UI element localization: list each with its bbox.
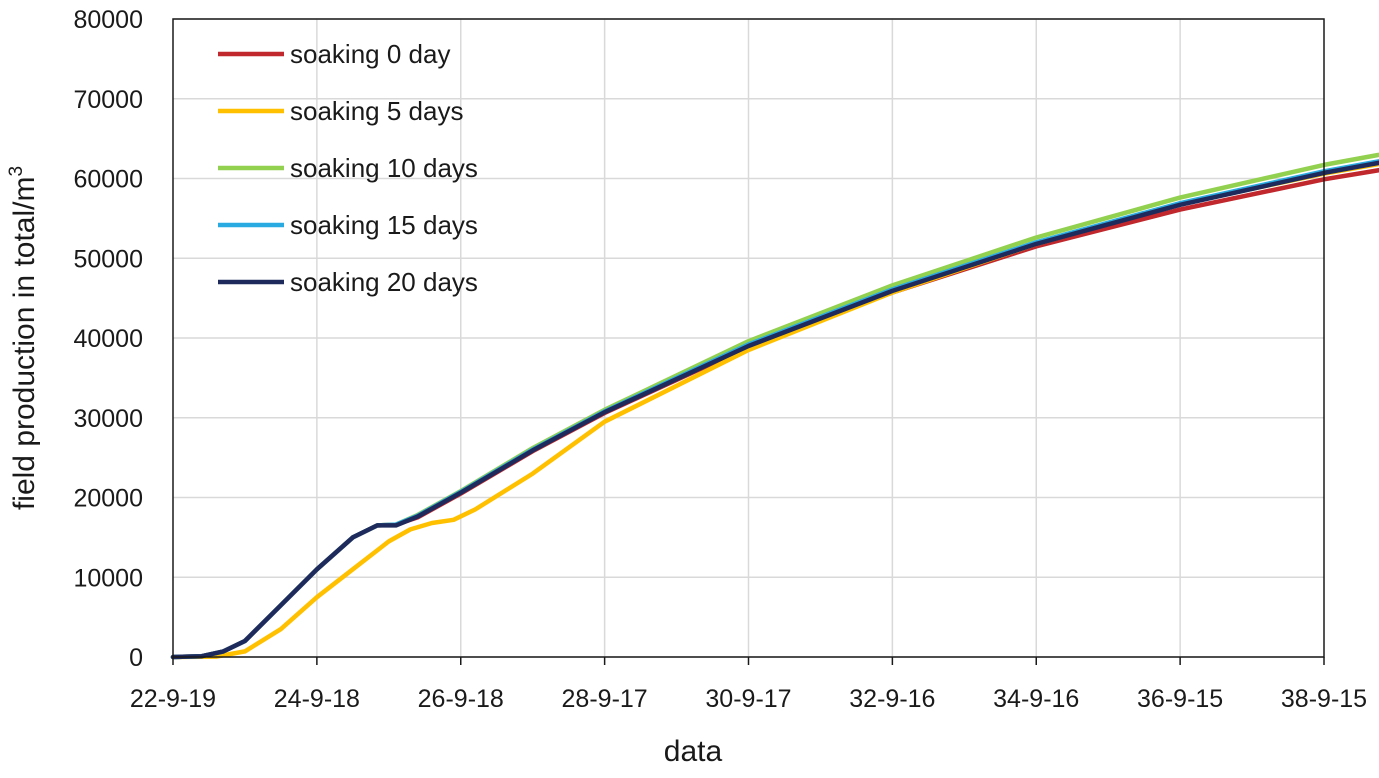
x-axis-title: data: [664, 735, 723, 768]
x-axis-ticks: 22-9-19 24-9-18 26-9-18 28-9-17 30-9-17 32-9-…: [130, 657, 1367, 713]
legend: soaking 0 day soaking 5 days soaking 10 da…: [218, 39, 478, 297]
legend-label-4: soaking 20 days: [290, 267, 478, 297]
y-axis-ticks: 0 10000 20000 30000 40000 50000 60000 70000 8000…: [73, 6, 143, 672]
legend-label-2: soaking 10 days: [290, 153, 478, 183]
y-axis-title-main: field production in total/m: [8, 177, 41, 511]
legend-label-3: soaking 15 days: [290, 210, 478, 240]
gridlines: [173, 18, 1324, 658]
y-tick-label: 30000: [73, 405, 143, 433]
legend-label-0: soaking 0 day: [290, 39, 450, 69]
x-tick-label: 30-9-17: [705, 685, 791, 713]
legend-label-1: soaking 5 days: [290, 96, 463, 126]
x-tick-label: 38-9-15: [1281, 685, 1367, 713]
x-tick-label: 34-9-16: [993, 685, 1079, 713]
y-tick-label: 60000: [73, 166, 143, 194]
x-tick-label: 28-9-17: [562, 685, 648, 713]
y-tick-label: 20000: [73, 485, 143, 513]
series-lines: [170, 152, 1379, 660]
y-axis-title-superscript: 3: [6, 166, 27, 177]
x-tick-label: 24-9-18: [274, 685, 360, 713]
y-tick-label: 80000: [73, 6, 143, 34]
series-line-4: [170, 160, 1379, 660]
y-tick-label: 50000: [73, 245, 143, 273]
y-axis-title: field production in total/m3: [6, 166, 41, 510]
y-tick-label: 10000: [73, 564, 143, 592]
x-tick-label: 36-9-15: [1137, 685, 1223, 713]
x-tick-label: 26-9-18: [418, 685, 504, 713]
y-tick-label: 40000: [73, 325, 143, 353]
series-line-2: [170, 152, 1379, 660]
x-tick-label: 32-9-16: [849, 685, 935, 713]
y-tick-label: 70000: [73, 86, 143, 114]
y-tick-label: 0: [129, 644, 143, 672]
x-tick-label: 22-9-19: [130, 685, 216, 713]
series-line-1: [170, 161, 1379, 660]
